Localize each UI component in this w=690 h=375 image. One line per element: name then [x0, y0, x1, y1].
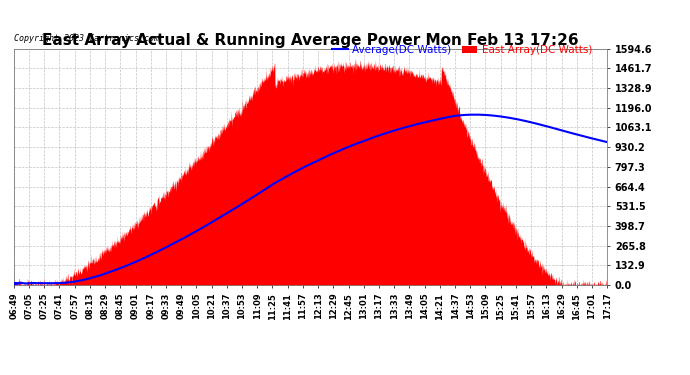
Text: Copyright 2023 Cartronics.com: Copyright 2023 Cartronics.com — [14, 34, 159, 43]
Title: East Array Actual & Running Average Power Mon Feb 13 17:26: East Array Actual & Running Average Powe… — [42, 33, 579, 48]
Legend: Average(DC Watts), East Array(DC Watts): Average(DC Watts), East Array(DC Watts) — [328, 41, 596, 59]
